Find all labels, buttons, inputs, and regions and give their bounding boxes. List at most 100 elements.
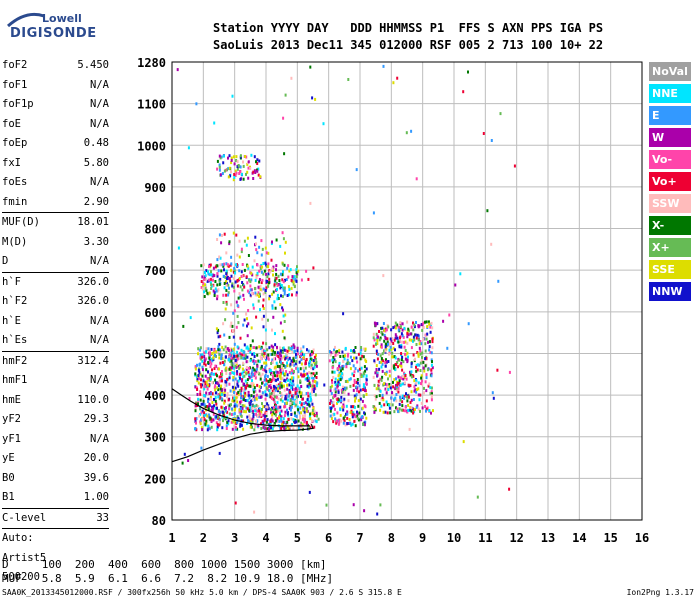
echo-point [356,410,358,414]
echo-point [308,383,311,387]
echo-point [290,359,293,363]
echo-point [360,373,363,377]
echo-point [346,416,349,420]
echo-point [293,359,295,363]
echo-point [352,349,355,352]
echo-point [245,312,248,316]
echo-point [253,362,256,365]
echo-point [247,176,250,180]
echo-point [204,363,207,367]
echo-point [194,419,197,423]
echo-point [403,394,406,398]
echo-point [425,389,428,393]
echo-point [194,365,197,368]
echo-point [270,348,273,352]
echo-point [253,398,256,402]
echo-point [347,361,350,365]
echo-point [279,303,282,307]
echo-point [385,372,388,376]
echo-point [299,393,302,397]
y-tick-label: 200 [144,472,166,486]
echo-point [281,273,284,277]
echo-point [347,352,350,356]
echo-point [209,396,212,399]
echo-point [224,318,227,322]
echo-point [256,293,259,297]
echo-point [347,399,350,403]
echo-point [315,376,318,379]
echo-point [419,352,422,356]
echo-point [276,364,279,368]
echo-point [206,383,209,387]
param-label: yF2 [2,413,21,425]
echo-point [232,178,235,182]
echo-point [268,277,271,281]
echo-point [428,345,431,349]
echo-point [423,369,426,373]
echo-point [300,385,303,388]
echo-point [202,263,205,267]
echo-point [354,399,356,403]
echo-point [279,321,282,325]
echo-point [232,347,235,351]
echo-point [242,419,245,423]
echo-point [308,363,311,367]
echo-point [407,408,410,412]
echo-point [404,340,407,344]
echo-point [218,165,221,169]
echo-point [430,390,433,394]
echo-point [248,414,251,418]
y-tick-label: 80 [152,514,166,528]
echo-point [332,404,335,408]
echo-point [358,390,360,394]
echo-point [302,366,305,370]
echo-point [353,394,356,398]
echo-point [379,354,382,358]
echo-point [384,361,387,364]
echo-point [207,272,210,276]
echo-point [236,253,239,257]
echo-point [198,377,201,381]
echo-point [415,379,418,383]
echo-point [221,415,224,419]
echo-point [281,395,283,399]
echo-point [353,419,356,423]
echo-point [284,425,287,429]
echo-point [218,413,221,417]
echo-point [266,275,269,279]
echo-point [391,351,394,355]
echo-point [311,379,314,383]
param-row: foEs N/A [2,173,109,193]
echo-point [304,373,307,376]
echo-point [216,283,219,287]
echo-point [339,408,342,412]
echo-point [209,277,212,281]
echo-point [249,167,252,170]
echo-point [280,427,283,430]
echo-point [364,347,367,351]
echo-point [252,359,255,363]
echo-point [303,402,306,405]
echo-point [294,278,297,282]
echo-point [265,386,268,390]
echo-point [313,384,316,388]
echo-point [286,361,288,365]
echo-point [233,175,236,179]
echo-point [340,419,342,423]
clevel-row: C-level 33 [2,509,109,529]
echo-point [261,278,264,282]
echo-point [238,366,241,370]
echo-point [218,356,221,360]
polarization-legend: NoVal NNE E W Vo- Vo+ SSW X- X+ SSE NNW [649,62,691,304]
echo-point [421,406,424,410]
echo-point [224,368,227,372]
echo-point [277,387,280,391]
echo-point [274,374,276,378]
echo-point [213,398,215,401]
echo-point [258,345,261,349]
echo-point [219,263,222,267]
echo-point [332,376,335,379]
echo-point [393,378,396,382]
echo-point [251,384,254,388]
echo-point [330,407,333,410]
